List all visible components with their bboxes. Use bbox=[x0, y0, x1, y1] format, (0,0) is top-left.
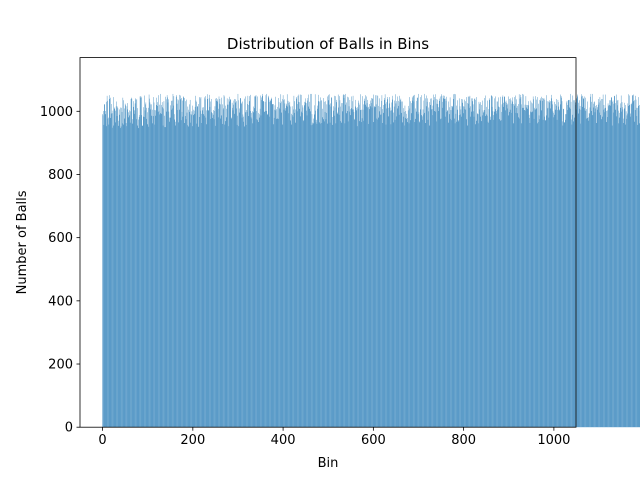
y-tick-label: 0 bbox=[65, 421, 73, 436]
x-tick-label: 800 bbox=[451, 433, 476, 448]
y-tick-label: 800 bbox=[48, 168, 73, 183]
chart-title: Distribution of Balls in Bins bbox=[227, 35, 429, 53]
y-axis-label: Number of Balls bbox=[15, 190, 30, 294]
bars-layer bbox=[102, 93, 640, 428]
x-tick-label: 0 bbox=[98, 433, 106, 448]
y-axis-ticks: 0 200 400 600 800 1000 bbox=[40, 105, 80, 436]
x-tick-label: 400 bbox=[271, 433, 296, 448]
x-tick-label: 1000 bbox=[537, 433, 570, 448]
y-tick-label: 400 bbox=[48, 294, 73, 309]
y-tick-label: 200 bbox=[48, 358, 73, 373]
x-tick-label: 600 bbox=[361, 433, 386, 448]
x-axis-ticks: 0 200 400 600 800 1000 bbox=[98, 427, 570, 448]
x-tick-label: 200 bbox=[180, 433, 205, 448]
plot-frame bbox=[79, 57, 577, 428]
y-tick-label: 600 bbox=[48, 231, 73, 246]
y-tick-label: 1000 bbox=[40, 105, 73, 120]
x-axis-label: Bin bbox=[318, 456, 339, 471]
